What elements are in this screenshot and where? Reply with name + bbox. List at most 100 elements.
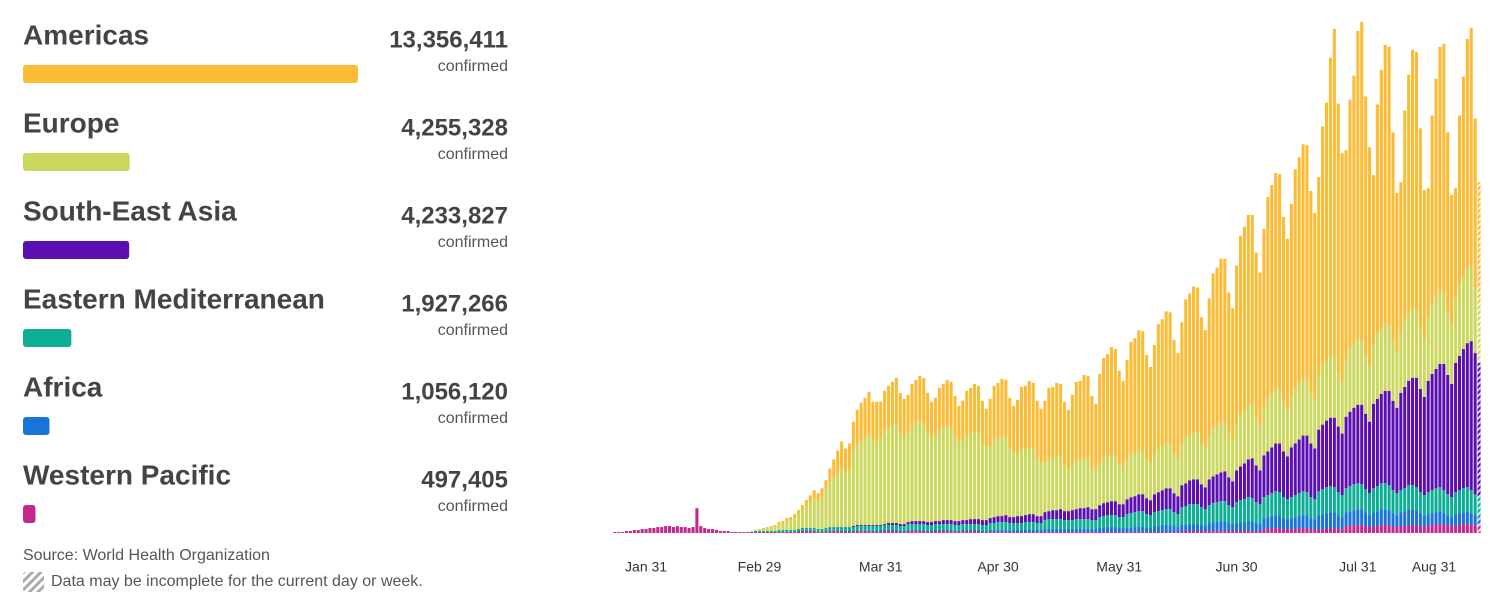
bar-segment: [1059, 519, 1063, 530]
bar-segment: [1395, 493, 1399, 516]
bar-segment: [816, 501, 820, 530]
bar-segment: [1274, 443, 1278, 492]
bar-segment: [816, 493, 820, 502]
bar-segment: [1328, 356, 1332, 418]
bar-segment: [812, 498, 816, 529]
bar-segment: [1266, 196, 1270, 398]
bar-segment: [1317, 177, 1321, 376]
bar-segment: [687, 528, 691, 533]
bar-segment: [1403, 319, 1407, 387]
bar-segment: [1043, 512, 1047, 521]
bar-segment: [1313, 499, 1317, 520]
bar-segment: [1309, 529, 1313, 533]
bar-segment: [1192, 504, 1196, 525]
bar-segment: [1281, 518, 1286, 530]
bar-segment: [926, 432, 930, 523]
bar-segment: [1340, 495, 1344, 518]
bar-segment: [1375, 333, 1379, 399]
bar-segment: [1289, 397, 1293, 448]
bar-segment: [1250, 521, 1254, 532]
bar-segment: [1254, 465, 1258, 503]
bar-segment: [1070, 510, 1074, 521]
bar-segment: [832, 459, 836, 478]
bar-segment: [1285, 519, 1289, 530]
bar-segment: [1215, 267, 1219, 427]
bar-segment: [793, 530, 797, 533]
bar-segment: [1254, 252, 1258, 418]
bar-segment: [887, 525, 891, 531]
bar-segment: [765, 528, 769, 532]
bar-segment: [1047, 387, 1051, 458]
bar-segment: [965, 531, 969, 533]
bar-segment: [1047, 519, 1051, 530]
legend-caption: confirmed: [438, 498, 508, 515]
bar-segment: [1207, 435, 1211, 480]
bar-segment: [1180, 322, 1184, 444]
bar-segment: [1461, 512, 1465, 525]
bar-segment: [984, 520, 988, 526]
bar-segment: [1430, 490, 1434, 514]
bar-segment: [1442, 292, 1446, 364]
bar-segment: [1129, 497, 1133, 514]
bar-segment: [1258, 272, 1262, 426]
bar-segment: [961, 520, 965, 525]
bar-segment: [1395, 192, 1399, 353]
bar-segment: [1082, 529, 1086, 533]
bar-segment: [1199, 531, 1203, 533]
bar-segment: [644, 529, 648, 533]
bar-segment: [1278, 528, 1282, 533]
bar-segment: [871, 439, 875, 526]
bar-segment: [1266, 397, 1270, 452]
bar-segment: [1098, 373, 1102, 464]
bar-segment: [1281, 497, 1286, 519]
bar-segment: [636, 530, 640, 533]
bar-segment: [1121, 517, 1125, 529]
bar-segment: [914, 531, 918, 533]
bar-segment: [1375, 511, 1379, 527]
bar-segment: [941, 520, 945, 525]
bar-segment: [1465, 487, 1469, 512]
bar-segment: [875, 525, 879, 527]
bar-segment: [1434, 78, 1438, 298]
bar-segment: [914, 423, 918, 522]
bar-segment: [1328, 486, 1332, 513]
bar-segment: [1461, 488, 1465, 513]
bar-segment: [1031, 448, 1035, 515]
bar-segment: [973, 531, 977, 533]
bar-segment: [910, 524, 914, 531]
bar-segment: [1125, 514, 1129, 529]
bar-segment: [1062, 529, 1067, 533]
bar-segment: [1426, 380, 1430, 493]
bars: [613, 22, 1481, 534]
bar-segment: [1059, 509, 1063, 520]
bar-segment: [1141, 527, 1145, 533]
bar-segment: [914, 521, 918, 525]
bar-segment: [777, 532, 781, 533]
bar-segment: [879, 525, 883, 527]
bar-segment: [1199, 525, 1203, 532]
bar-segment: [1422, 190, 1426, 340]
bar-segment: [1070, 532, 1074, 533]
bar-segment: [843, 532, 848, 533]
bar-segment: [1321, 529, 1325, 533]
bar-segment: [820, 488, 824, 498]
bar-segment: [1160, 525, 1164, 533]
bar-segment: [757, 532, 761, 533]
bar-segment: [1336, 529, 1340, 533]
bar-segment: [840, 467, 844, 528]
bar-segment: [1289, 447, 1293, 498]
bar-segment: [1219, 531, 1223, 533]
bar-segment: [781, 532, 785, 533]
bar-segment: [1446, 515, 1450, 526]
bar-segment: [1016, 454, 1020, 517]
bar-segment: [855, 526, 859, 532]
bar-segment: [1121, 532, 1125, 533]
bar-segment: [906, 531, 910, 533]
bar-segment: [1461, 524, 1465, 533]
bar-segment: [1328, 528, 1332, 533]
bar-segment: [1473, 353, 1477, 495]
bar-segment: [683, 527, 687, 533]
bar-segment: [1242, 411, 1246, 464]
bar-segment: [855, 409, 859, 444]
